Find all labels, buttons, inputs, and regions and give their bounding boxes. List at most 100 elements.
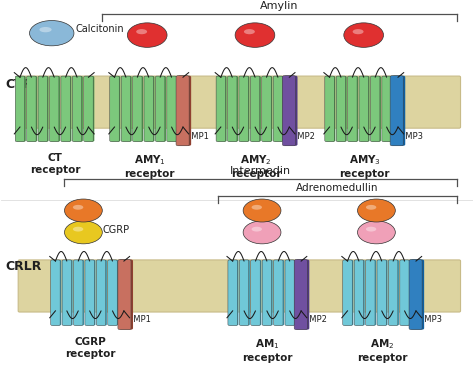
FancyBboxPatch shape [49, 76, 59, 142]
FancyBboxPatch shape [296, 260, 306, 325]
FancyBboxPatch shape [354, 260, 364, 325]
FancyBboxPatch shape [343, 260, 352, 325]
FancyBboxPatch shape [85, 260, 94, 325]
FancyBboxPatch shape [240, 76, 249, 142]
Text: CGRP
receptor: CGRP receptor [65, 337, 116, 359]
Text: CGRP: CGRP [102, 225, 129, 236]
FancyBboxPatch shape [97, 260, 107, 325]
Ellipse shape [357, 199, 395, 222]
FancyBboxPatch shape [394, 76, 404, 142]
Ellipse shape [136, 29, 147, 34]
Ellipse shape [64, 221, 102, 244]
Ellipse shape [357, 221, 395, 244]
FancyBboxPatch shape [178, 76, 188, 142]
FancyBboxPatch shape [156, 76, 166, 142]
Ellipse shape [64, 199, 102, 222]
Text: CRLR: CRLR [5, 260, 42, 273]
FancyBboxPatch shape [122, 76, 132, 142]
FancyBboxPatch shape [283, 76, 295, 146]
FancyBboxPatch shape [273, 76, 283, 142]
FancyBboxPatch shape [27, 76, 36, 142]
Text: Adrenomedullin: Adrenomedullin [296, 183, 379, 193]
FancyBboxPatch shape [262, 76, 271, 142]
FancyBboxPatch shape [393, 76, 403, 142]
Text: RAMP2: RAMP2 [286, 132, 315, 141]
FancyBboxPatch shape [62, 260, 72, 325]
FancyBboxPatch shape [109, 260, 118, 325]
FancyBboxPatch shape [73, 76, 82, 142]
FancyBboxPatch shape [176, 76, 189, 146]
FancyBboxPatch shape [286, 260, 296, 325]
Ellipse shape [73, 227, 83, 232]
FancyBboxPatch shape [411, 260, 421, 325]
FancyBboxPatch shape [228, 76, 238, 142]
FancyBboxPatch shape [119, 260, 128, 325]
FancyBboxPatch shape [145, 76, 155, 142]
Text: RAMP3: RAMP3 [394, 132, 423, 141]
Text: RAMP2: RAMP2 [298, 316, 327, 325]
Ellipse shape [344, 23, 383, 47]
FancyBboxPatch shape [229, 260, 238, 325]
FancyBboxPatch shape [401, 260, 410, 325]
FancyBboxPatch shape [240, 260, 250, 325]
FancyBboxPatch shape [15, 76, 25, 142]
FancyBboxPatch shape [119, 260, 133, 330]
FancyBboxPatch shape [371, 76, 380, 142]
FancyBboxPatch shape [18, 260, 461, 312]
FancyBboxPatch shape [121, 76, 131, 142]
Ellipse shape [73, 205, 83, 210]
FancyBboxPatch shape [252, 260, 261, 325]
FancyBboxPatch shape [96, 260, 106, 325]
FancyBboxPatch shape [297, 260, 307, 325]
FancyBboxPatch shape [274, 260, 284, 325]
FancyBboxPatch shape [378, 260, 388, 325]
FancyBboxPatch shape [263, 76, 273, 142]
FancyBboxPatch shape [74, 260, 84, 325]
FancyBboxPatch shape [16, 76, 26, 142]
FancyBboxPatch shape [52, 260, 61, 325]
FancyBboxPatch shape [325, 76, 334, 142]
Text: Intermedin: Intermedin [230, 166, 291, 176]
FancyBboxPatch shape [27, 76, 37, 142]
FancyBboxPatch shape [85, 76, 94, 142]
FancyBboxPatch shape [73, 260, 83, 325]
FancyBboxPatch shape [144, 76, 154, 142]
FancyBboxPatch shape [51, 76, 60, 142]
FancyBboxPatch shape [155, 76, 165, 142]
FancyBboxPatch shape [228, 260, 237, 325]
FancyBboxPatch shape [118, 260, 131, 330]
FancyBboxPatch shape [359, 76, 368, 142]
FancyBboxPatch shape [326, 76, 336, 142]
Text: CT
receptor: CT receptor [30, 153, 80, 175]
FancyBboxPatch shape [38, 76, 47, 142]
FancyBboxPatch shape [412, 260, 422, 325]
FancyBboxPatch shape [133, 76, 142, 142]
FancyBboxPatch shape [294, 260, 307, 330]
FancyBboxPatch shape [392, 76, 405, 146]
FancyBboxPatch shape [84, 76, 93, 142]
FancyBboxPatch shape [400, 260, 409, 325]
FancyBboxPatch shape [382, 76, 392, 142]
FancyBboxPatch shape [108, 260, 117, 325]
FancyBboxPatch shape [274, 76, 284, 142]
Ellipse shape [366, 205, 376, 210]
Text: AMY$_2$
receptor: AMY$_2$ receptor [231, 153, 281, 179]
Ellipse shape [235, 23, 275, 47]
FancyBboxPatch shape [383, 76, 392, 142]
FancyBboxPatch shape [390, 260, 399, 325]
FancyBboxPatch shape [337, 76, 347, 142]
FancyBboxPatch shape [250, 76, 260, 142]
FancyBboxPatch shape [179, 76, 189, 142]
Text: AMY$_3$
receptor: AMY$_3$ receptor [339, 153, 390, 179]
FancyBboxPatch shape [296, 260, 310, 330]
Ellipse shape [366, 227, 376, 232]
FancyBboxPatch shape [168, 76, 177, 142]
Text: Amylin: Amylin [260, 1, 299, 11]
Text: RAMP1: RAMP1 [122, 316, 151, 325]
FancyBboxPatch shape [86, 260, 96, 325]
FancyBboxPatch shape [239, 76, 248, 142]
FancyBboxPatch shape [365, 260, 375, 325]
FancyBboxPatch shape [372, 76, 381, 142]
FancyBboxPatch shape [284, 76, 298, 146]
FancyBboxPatch shape [51, 260, 60, 325]
